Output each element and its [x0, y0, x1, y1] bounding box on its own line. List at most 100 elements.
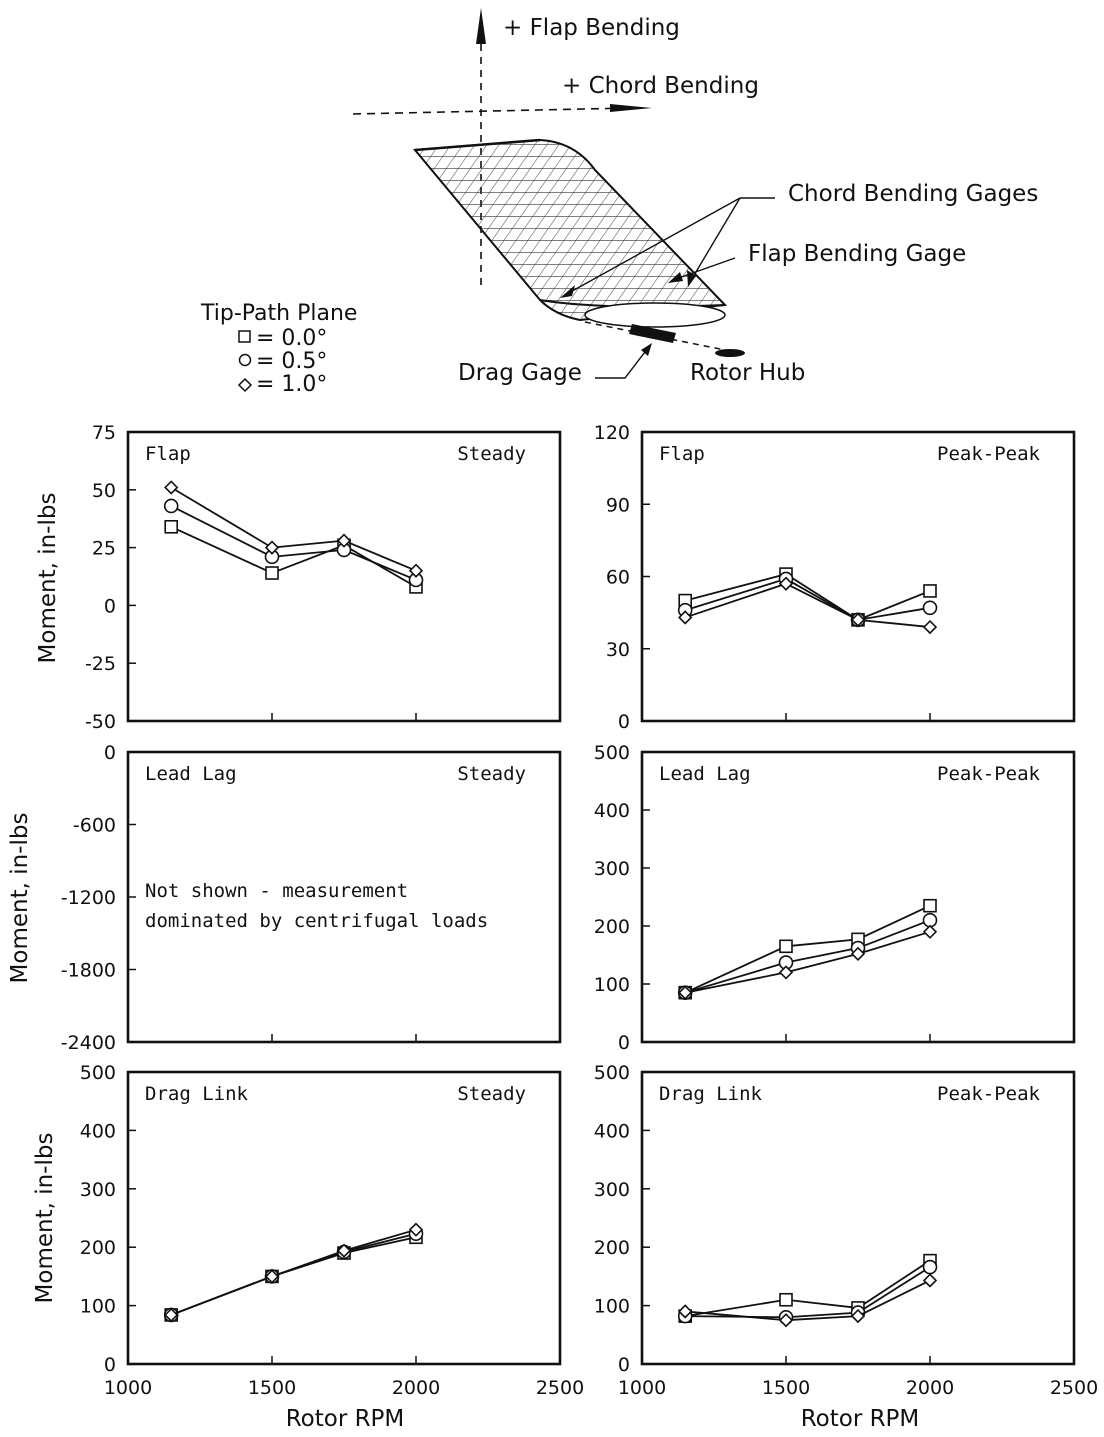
data-point-square: [164, 519, 178, 534]
series-line-square: [170, 1236, 417, 1316]
chart-panel-3: 0 100 200 300 400 500 Lead Lag Peak-Peak: [594, 742, 1076, 1054]
y-tick-label: 500: [594, 1062, 630, 1084]
plot-frame: [640, 1070, 1076, 1366]
y-axis-label-row2: Moment, in-lbs: [7, 813, 33, 984]
series-line-square: [684, 573, 931, 621]
y-tick-label: 100: [80, 1296, 116, 1318]
panel-label-right: Steady: [457, 763, 526, 785]
data-point-diamond: [850, 1308, 866, 1324]
panel-label-right: Peak-Peak: [937, 763, 1041, 785]
data-point-diamond: [264, 540, 280, 555]
series-line-square: [685, 1259, 931, 1318]
y-tick-label: 0: [104, 1354, 116, 1376]
legend-diamond-marker: [237, 377, 253, 393]
y-tick-label: -600: [73, 815, 116, 837]
blade-surface: [412, 138, 728, 322]
series-line-diamond: [170, 486, 417, 572]
series-line-diamond: [685, 930, 931, 994]
data-point-diamond: [678, 610, 693, 625]
data-point-diamond: [336, 533, 352, 548]
y-tick-label: 30: [606, 639, 630, 661]
rotor-hub-label: Rotor Hub: [690, 360, 805, 386]
series-line-circle: [684, 919, 931, 994]
drag-gage-leader: [595, 347, 649, 379]
y-tick-label: 0: [104, 595, 116, 617]
blade-root-ellipse: [584, 302, 726, 328]
data-point-diamond: [922, 1273, 938, 1288]
legend: Tip-Path Plane = 0.0° = 0.5° = 1.0°: [200, 301, 357, 397]
data-point-diamond: [408, 1222, 424, 1237]
panel-label-left: Drag Link: [145, 1083, 249, 1105]
data-point-square: [923, 898, 937, 913]
panel-label-right: Peak-Peak: [937, 1083, 1041, 1105]
flap-bending-label: + Flap Bending: [503, 15, 680, 41]
y-tick-label: 0: [618, 1354, 630, 1376]
hub-dashed-line: [584, 321, 736, 353]
data-point-diamond: [922, 924, 938, 939]
chord-bending-gages-label: Chord Bending Gages: [788, 181, 1038, 207]
series-line-square: [170, 525, 417, 588]
data-point-diamond: [336, 1243, 352, 1258]
panel-label-left: Flap: [659, 443, 705, 465]
x-tick-label: 2000: [392, 1377, 440, 1399]
x-tick-label: 1000: [104, 1377, 152, 1399]
data-point-diamond: [164, 1307, 179, 1323]
series-line-diamond: [684, 582, 931, 628]
legend-entry-2: = 1.0°: [256, 372, 327, 397]
y-tick-label: 90: [606, 494, 630, 516]
y-tick-label: 50: [92, 480, 116, 502]
panel-label-right: Peak-Peak: [937, 443, 1041, 465]
legend-entry-1: = 0.5°: [256, 349, 327, 374]
chord-gage-leader-2: [689, 197, 741, 283]
y-tick-label: 300: [594, 1179, 630, 1201]
data-point-square: [265, 566, 279, 580]
series-line-diamond: [170, 1228, 417, 1316]
panel-label-left: Lead Lag: [145, 763, 237, 785]
y-tick-label: 75: [92, 422, 116, 444]
flap-bending-gage-label: Flap Bending Gage: [748, 241, 966, 267]
data-point-circle: [922, 600, 938, 616]
y-tick-label: 0: [104, 742, 116, 764]
y-tick-label: 25: [92, 538, 116, 560]
flap-axis-arrow: [476, 8, 486, 44]
x-tick-label: 1500: [762, 1377, 810, 1399]
y-tick-label: -25: [85, 653, 116, 675]
y-tick-label: 500: [594, 742, 630, 764]
series-line-circle: [684, 577, 931, 621]
drag-gage-arrow: [641, 343, 652, 356]
data-point-diamond: [850, 946, 866, 961]
data-point-circle: [922, 1259, 938, 1275]
chord-gage-leader-1: [564, 197, 741, 296]
panel-label-left: Flap: [145, 443, 191, 465]
y-tick-label: 300: [80, 1179, 116, 1201]
y-tick-label: 120: [594, 422, 630, 444]
y-tick-label: 500: [80, 1062, 116, 1084]
data-point-diamond: [164, 480, 179, 495]
chord-gage-arrow-1: [560, 285, 575, 298]
x-tick-label: 2500: [1050, 1377, 1098, 1399]
y-tick-label: 400: [594, 1120, 630, 1142]
chart-panel-4: 0 100 200 300 400 500 1000 1500 2000 2500 Drag Lin…: [80, 1062, 584, 1399]
drag-gage-block: [629, 324, 676, 343]
series-line-square: [684, 904, 931, 994]
y-tick-label: 300: [594, 858, 630, 880]
data-point-square: [779, 939, 793, 954]
series-line-circle: [170, 505, 417, 581]
legend-square-marker: [238, 330, 251, 343]
series-line-diamond: [685, 1279, 931, 1322]
y-tick-label: 100: [594, 974, 630, 996]
blade-diagram: + Flap Bending + Chord Bending Chord Ben…: [352, 8, 1038, 386]
chart-panel-5: 0 100 200 300 400 500 1000 1500 2000 2500 Drag Lin…: [594, 1062, 1098, 1399]
plot-frame: [640, 430, 1076, 723]
y-tick-label: -2400: [61, 1032, 116, 1054]
y-tick-label: 200: [594, 1237, 630, 1259]
plot-frame: [640, 750, 1076, 1044]
chord-axis-arrow: [610, 104, 652, 112]
x-axis-label-left: Rotor RPM: [286, 1406, 405, 1432]
rotor-hub-shape: [715, 349, 745, 357]
data-point-diamond: [264, 1269, 280, 1284]
y-tick-label: 100: [594, 1296, 630, 1318]
y-tick-label: -1800: [61, 960, 116, 982]
data-point-square: [779, 1292, 793, 1307]
